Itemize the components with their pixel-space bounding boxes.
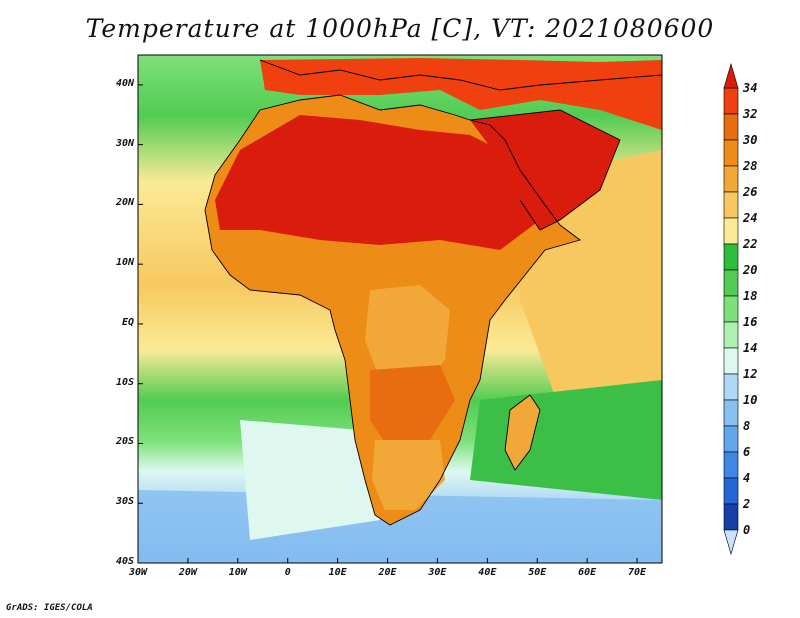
congo-warm (365, 285, 450, 390)
colorbar-label: 12 (743, 367, 758, 381)
colorbar-segment (723, 373, 739, 401)
lat-tick-label: 10S (115, 376, 134, 388)
colorbar-segment (723, 243, 739, 271)
lon-tick-label: 40E (478, 567, 497, 578)
colorbar-bottom-arrow (723, 529, 739, 556)
colorbar (723, 62, 739, 556)
map-frame (137, 54, 663, 564)
colorbar-label: 20 (743, 263, 758, 277)
lat-tick-label: 10N (115, 257, 134, 269)
chart-title: Temperature at 1000hPa [C], VT: 20210806… (85, 14, 715, 43)
lon-tick-label: 60E (578, 567, 597, 578)
lon-tick-label: 30W (128, 567, 148, 578)
colorbar-segment (723, 503, 739, 531)
coastlines (204, 59, 662, 526)
madagascar (505, 395, 540, 470)
colorbar-label: 0 (743, 523, 751, 537)
colorbar-label: 18 (743, 289, 758, 303)
colorbar-segment (723, 451, 739, 479)
lat-tick-label: 30N (115, 137, 134, 149)
colorbar-segment (723, 113, 739, 141)
lon-tick-label: 20E (378, 567, 397, 578)
lon-tick-label: 30E (428, 567, 447, 578)
grads-credit: GrADS: IGES/COLA (6, 603, 93, 613)
lon-tick-label: 10W (228, 567, 247, 578)
lat-tick-label: 40S (115, 556, 134, 567)
colorbar-label: 24 (743, 211, 758, 225)
southern-africa-hot (370, 365, 455, 450)
lat-tick-label: 40N (115, 77, 134, 89)
colorbar-segment (723, 139, 739, 167)
lon-tick-label: 0 (284, 567, 291, 578)
lon-tick-label: 10E (328, 567, 347, 578)
colorbar-segment (723, 87, 739, 115)
colorbar-top-arrow (723, 62, 739, 89)
colorbar-label: 14 (743, 341, 758, 355)
lat-tick-marks (138, 84, 143, 564)
indian-ocean-green (470, 380, 662, 500)
colorbar-segment (723, 165, 739, 193)
sahara-hot (215, 115, 540, 250)
colorbar-segment (723, 191, 739, 219)
colorbar-label: 2 (743, 497, 751, 511)
south-atlantic-cool (240, 420, 380, 540)
kalahari-warm (372, 440, 445, 510)
colorbar-label: 10 (743, 393, 758, 407)
colorbar-label: 22 (743, 237, 758, 251)
colorbar-segment (723, 321, 739, 349)
lat-tick-label: EQ (121, 316, 134, 328)
lon-tick-label: 50E (528, 567, 547, 578)
lat-tick-label: 20N (115, 197, 134, 209)
colorbar-label: 30 (743, 133, 758, 147)
colorbar-segment (723, 477, 739, 505)
colorbar-segment (723, 269, 739, 297)
colorbar-label: 16 (743, 315, 758, 329)
colorbar-label: 32 (743, 107, 758, 121)
lon-tick-label: 20W (178, 567, 197, 578)
colorbar-label: 8 (743, 419, 751, 433)
colorbar-label: 6 (743, 445, 751, 459)
colorbar-label: 28 (743, 159, 758, 173)
lon-tick-label: 70E (628, 567, 647, 578)
colorbar-segment (723, 347, 739, 375)
colorbar-label: 4 (743, 471, 751, 485)
colorbar-label: 26 (743, 185, 758, 199)
colorbar-segment (723, 217, 739, 245)
arabia-hot (470, 110, 620, 230)
colorbar-segment (723, 295, 739, 323)
lon-tick-marks (137, 558, 638, 563)
colorbar-segment (723, 399, 739, 427)
europe-land (260, 58, 662, 130)
lat-tick-label: 20S (115, 436, 134, 448)
colorbar-segment (723, 425, 739, 453)
lat-tick-label: 30S (115, 496, 134, 508)
colorbar-label: 34 (743, 81, 758, 95)
